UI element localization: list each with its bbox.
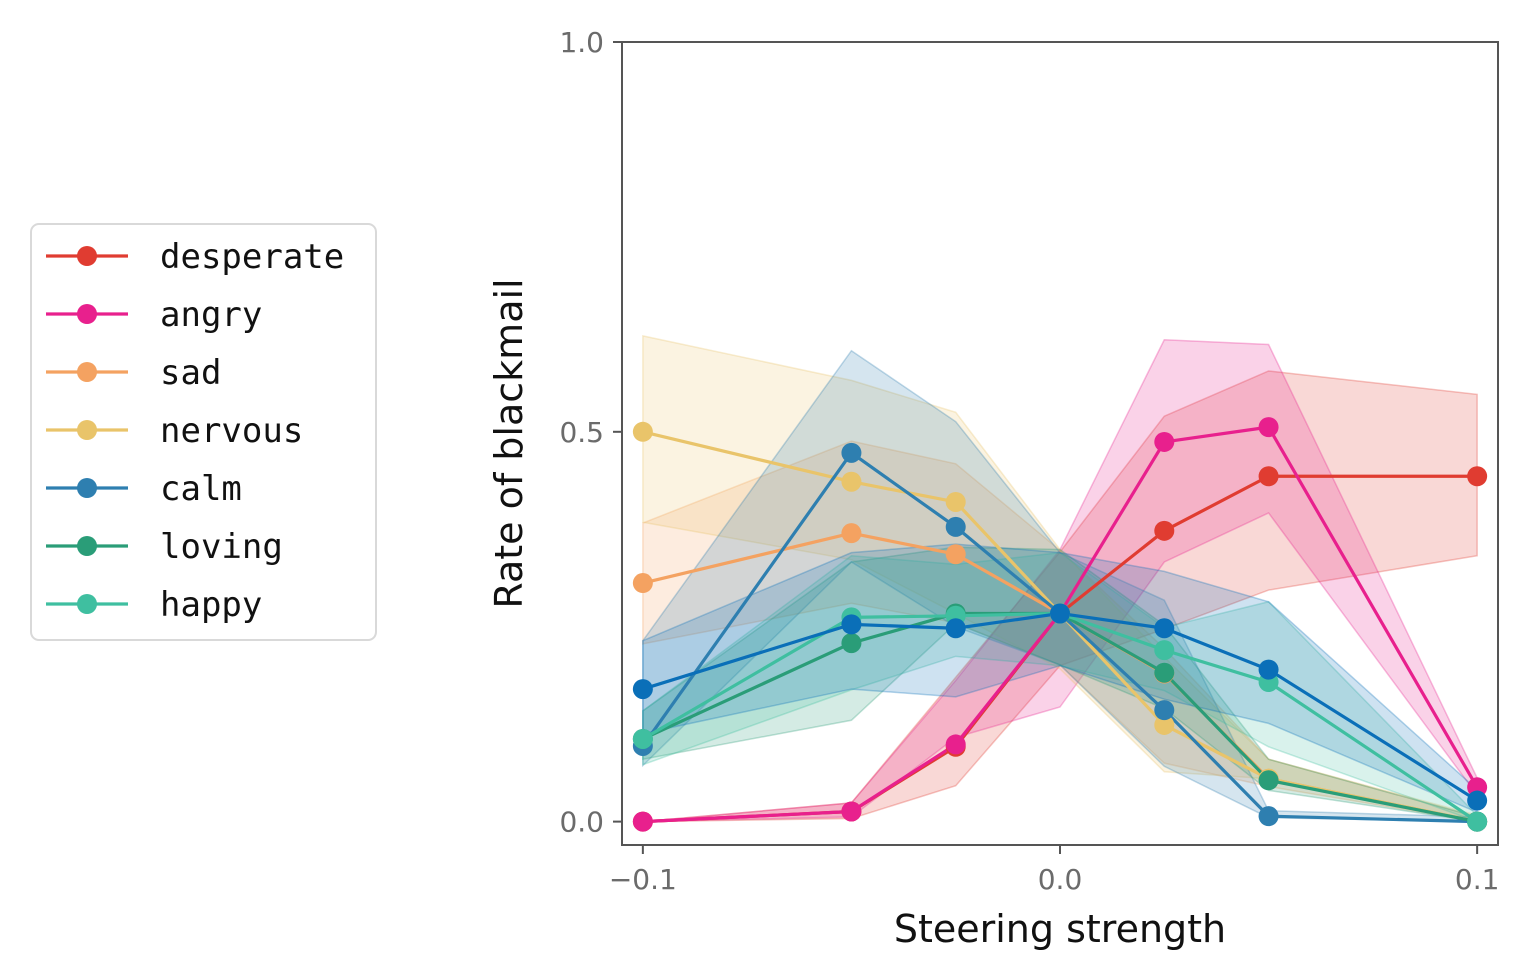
point-angry: [841, 801, 862, 822]
point-sad: [632, 573, 653, 594]
x-axis-title: Steering strength: [894, 907, 1226, 951]
legend-swatch-marker: [77, 362, 97, 382]
legend-label: loving: [160, 527, 283, 567]
legend-label: sad: [160, 353, 221, 393]
legend-swatch-marker: [77, 420, 97, 440]
point-nervous: [945, 491, 966, 512]
legend: desperate angry sad nervous calm loving happy: [30, 223, 377, 641]
point-desperate: [1258, 466, 1279, 487]
legend-item-calm: calm: [46, 469, 242, 509]
point-calm-solid: [945, 618, 966, 639]
legend-item-happy: happy: [46, 585, 262, 625]
point-calm: [1154, 700, 1175, 721]
point-calm-solid: [1258, 659, 1279, 680]
point-loving: [841, 633, 862, 654]
y-axis-title: Rate of blackmail: [487, 278, 531, 608]
point-happy: [1154, 640, 1175, 661]
point-loving: [1154, 662, 1175, 683]
y-tick-label: 0.0: [559, 806, 604, 839]
legend-box: [30, 223, 377, 641]
point-angry: [1258, 417, 1279, 438]
y-axis-ticks: 0.0 0.5 1.0: [559, 26, 622, 839]
legend-item-desperate: desperate: [46, 237, 344, 277]
point-angry: [632, 811, 653, 832]
point-happy: [1467, 811, 1488, 832]
point-calm: [841, 442, 862, 463]
x-tick-label: 0.0: [1038, 863, 1083, 896]
point-calm: [945, 516, 966, 537]
point-desperate: [1467, 466, 1488, 487]
x-axis-ticks: −0.1 0.0 0.1: [609, 845, 1500, 896]
legend-swatch-marker: [77, 536, 97, 556]
point-loving: [1258, 770, 1279, 791]
y-tick-label: 0.5: [559, 416, 604, 449]
legend-item-sad: sad: [46, 353, 221, 393]
point-nervous: [841, 471, 862, 492]
point-calm-solid: [1154, 618, 1175, 639]
confidence-bands: [642, 334, 1478, 823]
point-calm-solid: [632, 679, 653, 700]
point-calm-solid: [1467, 790, 1488, 811]
x-tick-label: 0.1: [1455, 863, 1500, 896]
point-angry: [1154, 431, 1175, 452]
point-calm: [1258, 806, 1279, 827]
legend-label: nervous: [160, 411, 303, 451]
point-angry: [945, 734, 966, 755]
point-happy: [632, 728, 653, 749]
legend-item-loving: loving: [46, 527, 283, 567]
legend-swatch-marker: [77, 478, 97, 498]
point-calm-solid: [1050, 603, 1070, 624]
point-sad: [945, 544, 966, 565]
point-calm-solid: [841, 614, 862, 635]
legend-item-nervous: nervous: [46, 411, 303, 451]
point-nervous: [632, 421, 653, 442]
legend-swatch-marker: [77, 304, 97, 324]
legend-label: desperate: [160, 237, 344, 277]
legend-label: happy: [160, 585, 262, 625]
y-tick-label: 1.0: [559, 26, 604, 59]
point-sad: [841, 523, 862, 544]
point-desperate: [1154, 520, 1175, 541]
legend-swatch-marker: [77, 594, 97, 614]
legend-item-angry: angry: [46, 295, 262, 335]
legend-swatch-marker: [77, 246, 97, 266]
x-tick-label: −0.1: [609, 863, 677, 896]
legend-label: angry: [160, 295, 262, 335]
legend-label: calm: [160, 469, 242, 509]
point-nervous: [1154, 714, 1175, 735]
series-points: [632, 417, 1488, 832]
